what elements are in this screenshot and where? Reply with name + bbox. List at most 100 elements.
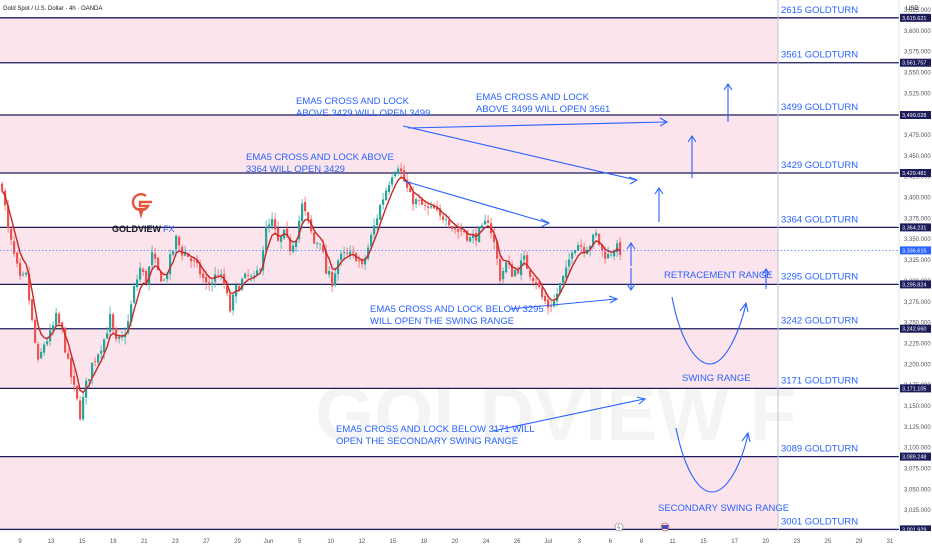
time-tick-label: 20 [452,539,459,545]
candle-body [16,252,19,264]
candle-body [481,225,484,228]
price-axis-tags: 3,615.621 3,561.757 3,499.028 3,429.481 3,36… [900,13,931,534]
candle-body [40,351,43,359]
candle-body [394,173,397,177]
candle-body [181,246,184,256]
candle-body [469,237,472,242]
goldturn-level-label: 3364 GOLDTURN [781,214,858,225]
candle-body [160,271,163,282]
candle-body [70,358,73,378]
candle-body [31,299,34,320]
candle-body [232,295,235,311]
candle-body [595,232,598,236]
candle-body [319,243,322,245]
price-tick-label: 3,350.000 [904,237,931,243]
time-tick-label: 27 [203,539,210,545]
candle-body [562,275,565,283]
price-tag [900,13,931,22]
ema5-line [1,176,621,394]
retracement-range-label: RETRACEMENT RANGE [664,270,773,281]
candle-body [535,282,538,284]
candle-body [553,300,556,307]
price-tag-label: 3,295.824 [902,282,926,288]
projection-layer [402,83,771,493]
supply-demand-zone [0,17,778,63]
price-tag-label: 3,499.028 [902,113,926,119]
candle-body [502,270,505,280]
lightning-icon[interactable] [614,522,624,532]
candle-body [169,254,172,275]
candle-body [445,219,448,221]
time-tick-label: 26 [514,539,521,545]
levels-layer: 2615 GOLDTURN 3561 GOLDTURN 3499 GOLDTURN 3… [0,5,899,531]
candle-body [430,206,433,208]
price-tick-label: 3,425.000 [904,175,931,181]
candle-body [484,220,487,225]
candle-body [22,274,25,275]
candle-body [94,361,97,362]
arrow-up-icon [739,301,749,313]
current-price-label: 3,336.615 [902,248,926,254]
candle-body [439,208,442,216]
candle-body [520,260,523,276]
candle-body [103,339,106,353]
candle-body [526,254,529,269]
candle-body [133,286,136,303]
candle-body [268,224,271,228]
price-tag-label: 3,615.621 [902,16,926,22]
candle-body [202,273,205,279]
candle-body [409,188,412,193]
currency-label: USD [906,6,919,12]
candle-body [157,257,160,270]
arrow-right-icon [608,295,619,304]
annotation-3364-3429-line2: 3364 WILL OPEN 3429 [246,164,345,175]
candle-body [463,230,466,233]
candle-body [613,251,616,257]
annotation-3171-secondary-line1: EMA5 CROSS AND LOCK BELOW 3171 WILL [336,424,535,435]
candle-body [421,199,424,205]
price-tick-label: 3,050.000 [904,487,931,493]
annotation-3429-3499-line2: ABOVE 3429 WILL OPEN 3499 [296,108,430,119]
time-tick-label: 20 [762,539,769,545]
candle-body [109,313,112,332]
candle-body [19,262,22,276]
candle-body [382,199,385,205]
time-tick-label: 23 [793,539,800,545]
candle-body [325,250,328,274]
candle-body [499,259,502,281]
price-tick-label: 3,100.000 [904,446,931,452]
candle-body [73,375,76,385]
candle-body [28,273,31,301]
price-tick-label: 3,200.000 [904,362,931,368]
time-axis[interactable] [0,531,932,550]
candle-body [274,219,277,230]
price-tag-label: 3,171.105 [902,386,926,392]
goldturn-level-label: 3561 GOLDTURN [781,50,858,61]
arrow-right-icon [407,121,667,129]
candle-body [208,282,211,284]
arrow-up-icon [741,431,751,443]
candle-body [415,199,418,205]
candle-body [604,251,607,259]
candle-body [373,225,376,235]
candle-body [367,247,370,259]
symbol-title: Gold Spot / U.S. Dollar · 4h · OANDA [3,6,102,12]
arrow-right-icon [402,125,637,181]
candle-body [136,279,139,288]
candle-body [100,350,103,354]
candle-body [379,205,382,220]
candle-body [361,260,364,265]
annotation-3429-3499-line1: EMA5 CROSS AND LOCK [296,96,410,107]
candle-body [115,328,118,339]
time-tick-label: Jul [544,539,552,545]
time-tick-label: Jun [264,539,274,545]
candle-body [574,250,577,254]
time-tick-label: 23 [172,539,179,545]
candle-body [448,220,451,226]
logo-text: GOLDVIEW FX [112,224,175,234]
candle-body [97,354,100,363]
candle-body [406,180,409,188]
candle-body [310,219,313,232]
candle-body [148,266,151,285]
